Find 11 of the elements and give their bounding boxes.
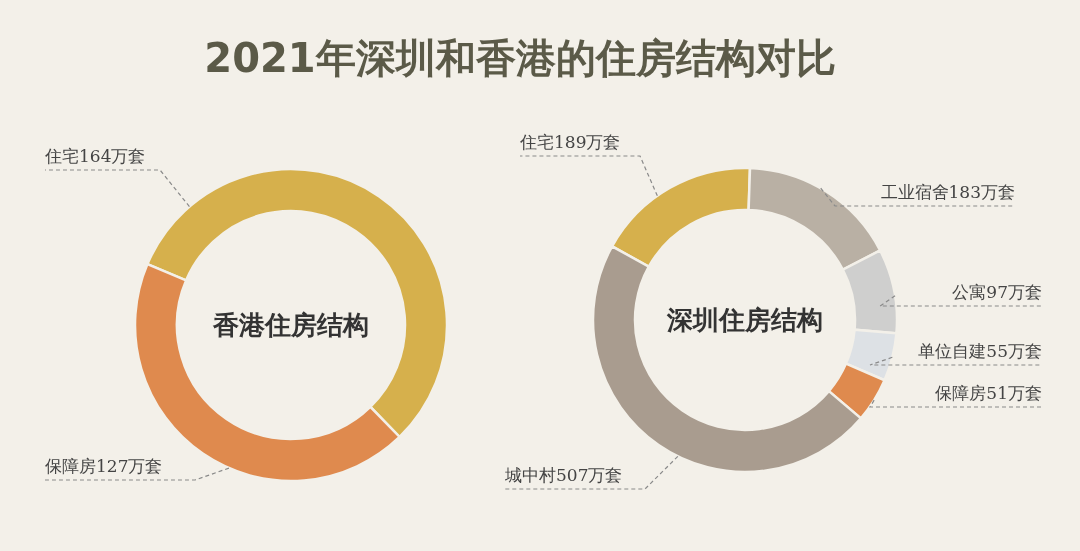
slice-label: 单位自建55万套: [918, 341, 1042, 361]
slice-label: 住宅189万套: [519, 132, 621, 152]
slice-label: 保障房51万套: [935, 383, 1042, 403]
text: 2021年深圳和香港的住房结构对比: [204, 35, 836, 81]
text: 深圳住房结构: [666, 305, 823, 335]
slice-label: 工业宿舍183万套: [880, 182, 1015, 202]
slice-label: 公寓97万套: [952, 282, 1042, 302]
text: 香港住房结构: [212, 310, 369, 340]
slice-label: 城中村507万套: [504, 465, 623, 485]
slice-label: 保障房127万套: [45, 456, 163, 476]
slice-label: 住宅164万套: [44, 146, 146, 166]
